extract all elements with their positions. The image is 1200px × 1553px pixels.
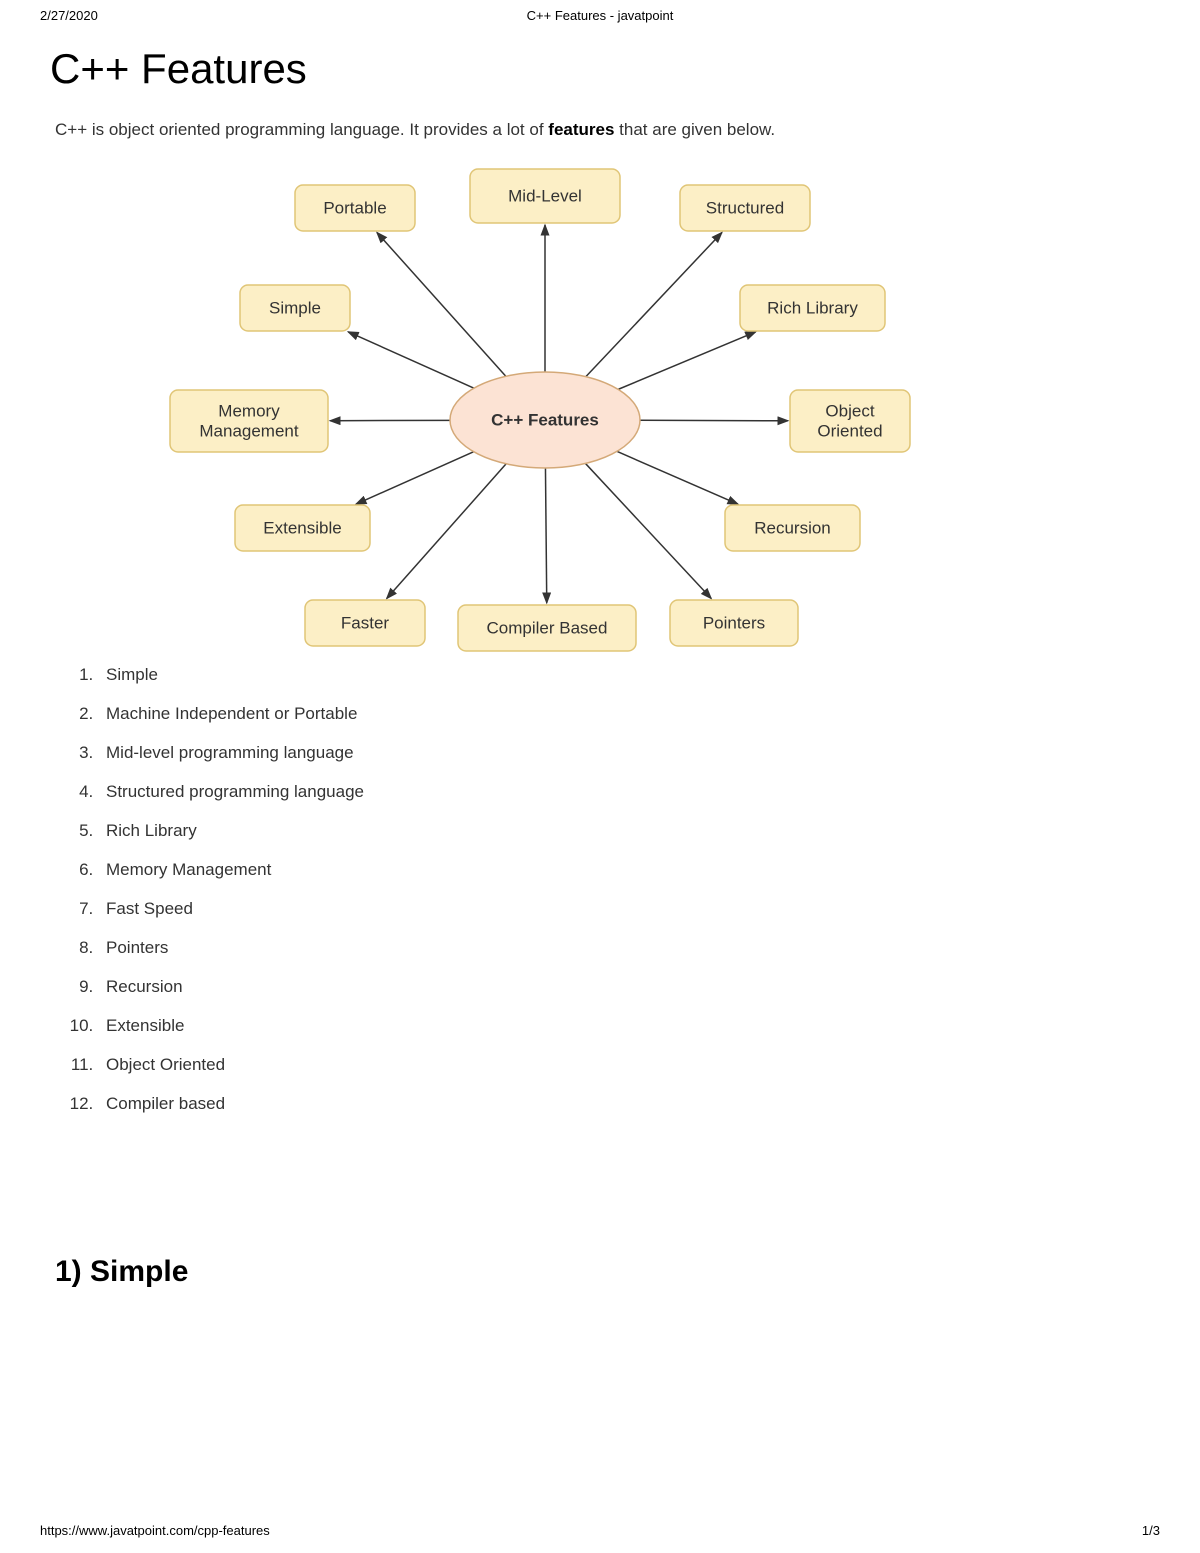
diagram-arrow <box>377 232 506 376</box>
list-item: Compiler based <box>98 1094 364 1114</box>
diagram-svg: C++ Features Portable Mid-Level Structured S… <box>150 155 950 685</box>
diagram-node-label: Portable <box>323 199 386 218</box>
footer-page-num: 1/3 <box>1142 1523 1160 1538</box>
features-diagram: C++ Features Portable Mid-Level Structured S… <box>150 155 950 685</box>
list-item: Rich Library <box>98 821 364 841</box>
diagram-arrow <box>356 452 474 504</box>
features-ordered-list: Simple Machine Independent or Portable Mid… <box>70 665 364 1114</box>
list-item: Memory Management <box>98 860 364 880</box>
footer-url: https://www.javatpoint.com/cpp-features <box>40 1523 270 1538</box>
diagram-node-label: Compiler Based <box>487 619 608 638</box>
diagram-arrow <box>618 332 756 390</box>
diagram-node-label: Mid-Level <box>508 187 582 206</box>
diagram-node-label: Faster <box>341 614 390 633</box>
page-title: C++ Features <box>50 45 307 93</box>
section-heading: 1) Simple <box>55 1255 188 1289</box>
diagram-arrow <box>387 464 506 599</box>
diagram-arrow <box>617 451 738 504</box>
diagram-arrow <box>348 332 474 388</box>
list-item: Simple <box>98 665 364 685</box>
list-item: Fast Speed <box>98 899 364 919</box>
diagram-node-label: Pointers <box>703 614 765 633</box>
diagram-node-label: ObjectOriented <box>817 402 882 441</box>
intro-bold: features <box>548 120 614 139</box>
list-item: Structured programming language <box>98 782 364 802</box>
diagram-center-label: C++ Features <box>491 411 599 430</box>
diagram-node-label: Extensible <box>263 519 341 538</box>
features-list: Simple Machine Independent or Portable Mid… <box>70 665 364 1133</box>
intro-text: C++ is object oriented programming langu… <box>55 120 775 140</box>
intro-pre: C++ is object oriented programming langu… <box>55 120 548 139</box>
diagram-node-label: Recursion <box>754 519 831 538</box>
diagram-arrow <box>545 468 546 603</box>
header-date: 2/27/2020 <box>40 8 98 23</box>
diagram-node-label: Structured <box>706 199 784 218</box>
list-item: Mid-level programming language <box>98 743 364 763</box>
header-title: C++ Features - javatpoint <box>527 8 674 23</box>
list-item: Object Oriented <box>98 1055 364 1075</box>
list-item: Recursion <box>98 977 364 997</box>
list-item: Pointers <box>98 938 364 958</box>
intro-post: that are given below. <box>614 120 775 139</box>
diagram-node-label: Rich Library <box>767 299 858 318</box>
list-item: Extensible <box>98 1016 364 1036</box>
list-item: Machine Independent or Portable <box>98 704 364 724</box>
diagram-node-label: Simple <box>269 299 321 318</box>
